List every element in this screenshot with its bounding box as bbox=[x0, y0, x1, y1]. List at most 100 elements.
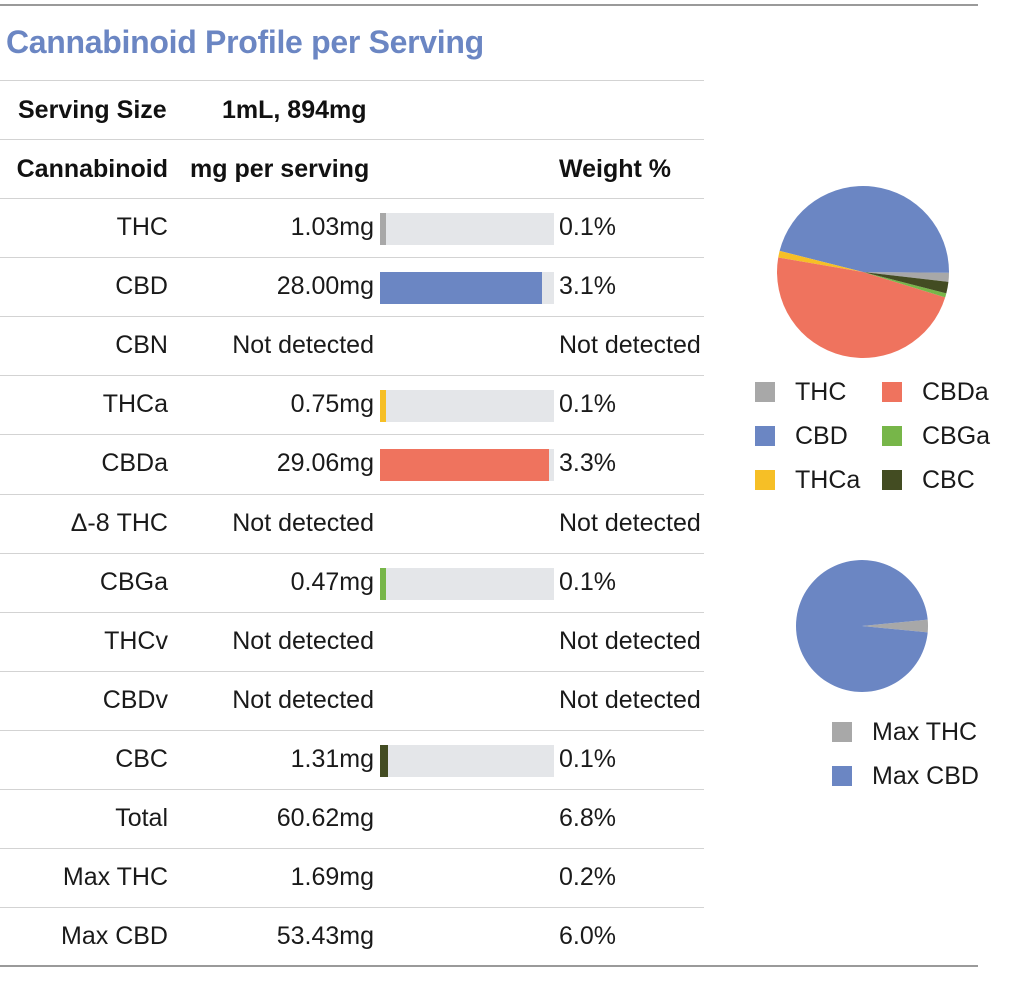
column-header-cannabinoid: Cannabinoid bbox=[16, 155, 168, 183]
cannabinoid-name: CBN bbox=[115, 331, 168, 360]
row-divider bbox=[0, 434, 704, 436]
pie-slice-cbd bbox=[779, 186, 949, 273]
pie-slice-cbc bbox=[863, 272, 949, 294]
mg-bar-track bbox=[380, 272, 554, 305]
weight-percent: 6.8% bbox=[559, 804, 616, 832]
pie-slice-cbda bbox=[776, 257, 946, 359]
mg-bar-track bbox=[380, 449, 554, 482]
mg-bar bbox=[380, 449, 549, 482]
row-divider bbox=[0, 257, 704, 259]
row-divider bbox=[0, 80, 704, 81]
row-divider bbox=[0, 729, 704, 731]
legend-swatch bbox=[755, 426, 775, 446]
mg-per-serving: Not detected bbox=[232, 685, 374, 714]
row-divider bbox=[0, 848, 704, 850]
mg-per-serving: 28.00mg bbox=[276, 272, 374, 301]
weight-percent: 0.1% bbox=[559, 567, 616, 596]
row-divider bbox=[0, 611, 704, 613]
row-divider bbox=[0, 493, 704, 495]
weight-percent: 6.0% bbox=[559, 922, 616, 951]
cannabinoid-name: CBGa bbox=[99, 567, 168, 596]
legend-swatch bbox=[882, 426, 902, 446]
row-divider bbox=[0, 670, 704, 672]
legend-label: THCa bbox=[795, 466, 861, 494]
weight-percent: 0.2% bbox=[559, 863, 616, 892]
legend-swatch bbox=[832, 722, 852, 742]
column-header-weight: Weight % bbox=[559, 155, 672, 183]
weight-percent: 0.1% bbox=[559, 213, 616, 241]
cannabinoid-name: Max THC bbox=[62, 863, 168, 892]
mg-bar-track bbox=[380, 744, 554, 777]
legend-swatch bbox=[755, 470, 775, 490]
mg-bar-track bbox=[380, 213, 554, 245]
legend-label: CBDa bbox=[922, 378, 989, 406]
cannabinoid-name: Total bbox=[115, 804, 168, 832]
legend-label: Max CBD bbox=[872, 762, 979, 790]
pie-slice-max-thc bbox=[862, 619, 929, 633]
mg-bar-track bbox=[380, 390, 554, 423]
cannabinoid-name: Max CBD bbox=[61, 922, 168, 951]
cannabinoid-name: Δ-8 THC bbox=[70, 508, 168, 537]
weight-percent: 3.3% bbox=[559, 449, 616, 478]
weight-percent: Not detected bbox=[559, 331, 701, 360]
mg-per-serving: 1.31mg bbox=[290, 744, 374, 773]
top-rule bbox=[0, 4, 978, 6]
legend-label: Max THC bbox=[872, 718, 978, 746]
column-header-mg: mg per serving bbox=[190, 155, 370, 183]
page-title: Cannabinoid Profile per Serving bbox=[6, 24, 484, 60]
cannabinoid-name: THC bbox=[116, 213, 168, 241]
row-divider bbox=[0, 552, 704, 554]
legend-swatch bbox=[755, 382, 775, 402]
pie-slice-max-cbd bbox=[796, 559, 928, 692]
mg-bar bbox=[380, 390, 386, 423]
row-divider bbox=[0, 316, 704, 318]
legend-label: THC bbox=[795, 378, 847, 406]
cannabinoid-name: CBD bbox=[115, 272, 168, 301]
weight-percent: Not detected bbox=[559, 685, 701, 714]
row-divider bbox=[0, 198, 704, 199]
weight-percent: 0.1% bbox=[559, 744, 616, 773]
legend-label: CBGa bbox=[922, 422, 991, 450]
legend-label: CBD bbox=[795, 422, 848, 450]
mg-per-serving: Not detected bbox=[232, 508, 374, 537]
mg-per-serving: Not detected bbox=[232, 626, 374, 655]
mg-per-serving: 1.03mg bbox=[290, 213, 374, 241]
mg-bar bbox=[380, 213, 386, 245]
legend-label: CBC bbox=[922, 466, 975, 494]
mg-per-serving: 0.47mg bbox=[290, 567, 374, 596]
mg-per-serving: Not detected bbox=[232, 331, 374, 360]
cannabinoid-name: CBDv bbox=[102, 685, 168, 714]
row-divider bbox=[0, 375, 704, 377]
mg-per-serving: 53.43mg bbox=[276, 922, 374, 951]
mg-bar-track bbox=[380, 567, 554, 600]
mg-per-serving: 60.62mg bbox=[276, 804, 374, 832]
pie-slice-thc bbox=[863, 272, 949, 282]
legend-swatch bbox=[882, 470, 902, 490]
weight-percent: 3.1% bbox=[559, 272, 616, 301]
serving-size-label: Serving Size bbox=[18, 96, 167, 124]
cannabinoid-name: CBC bbox=[115, 744, 168, 773]
mg-bar bbox=[380, 744, 388, 777]
mg-bar bbox=[380, 567, 386, 600]
mg-bar bbox=[380, 272, 543, 305]
row-divider bbox=[0, 907, 704, 909]
row-divider bbox=[0, 789, 704, 790]
pie-slice-thca bbox=[778, 250, 863, 272]
row-divider bbox=[0, 139, 704, 140]
weight-percent: Not detected bbox=[559, 626, 701, 655]
cannabinoid-name: THCa bbox=[102, 390, 168, 419]
pie-slice-cbga bbox=[863, 272, 947, 298]
legend-swatch bbox=[832, 766, 852, 786]
serving-size-value: 1mL, 894mg bbox=[222, 96, 367, 124]
cannabinoid-name: THCv bbox=[104, 626, 168, 655]
mg-per-serving: 1.69mg bbox=[290, 863, 374, 892]
weight-percent: 0.1% bbox=[559, 390, 616, 419]
mg-per-serving: 29.06mg bbox=[276, 449, 374, 478]
weight-percent: Not detected bbox=[559, 508, 701, 537]
cannabinoid-name: CBDa bbox=[101, 449, 168, 478]
mg-per-serving: 0.75mg bbox=[290, 390, 374, 419]
bottom-rule bbox=[0, 965, 978, 967]
legend-swatch bbox=[882, 382, 902, 402]
